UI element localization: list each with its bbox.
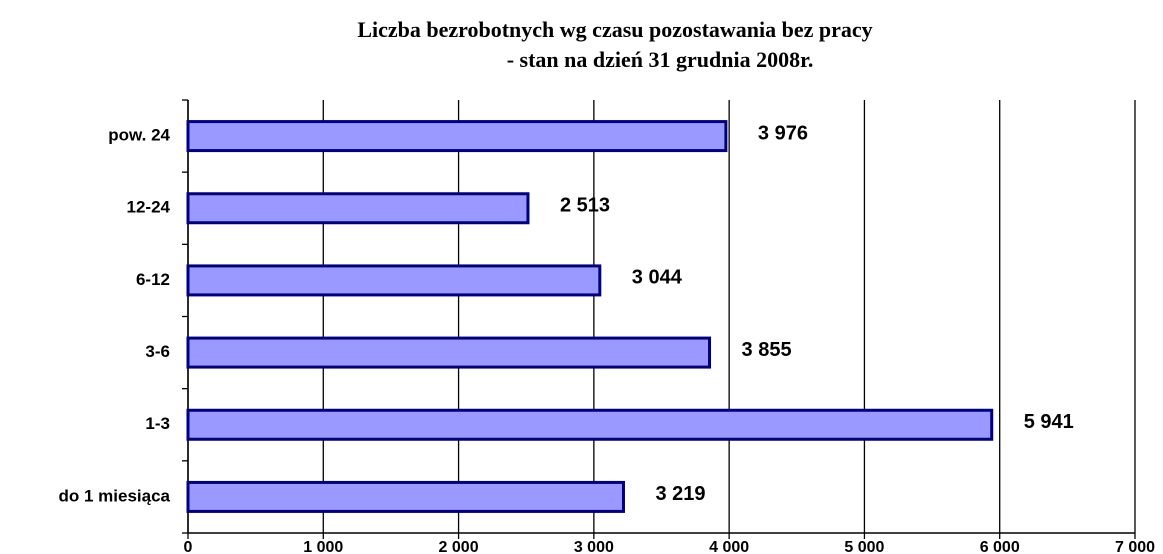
y-tick-label: pow. 24 bbox=[108, 126, 170, 145]
x-tick-label: 7 000 bbox=[1115, 539, 1155, 554]
chart-subtitle: - stan na dzień 31 grudnia 2008r. bbox=[507, 47, 814, 72]
value-label: 3 855 bbox=[742, 339, 792, 361]
value-label: 3 976 bbox=[758, 122, 808, 144]
x-tick-label: 3 000 bbox=[574, 539, 614, 554]
y-tick-label: 1-3 bbox=[145, 414, 170, 433]
x-tick-label: 2 000 bbox=[439, 539, 479, 554]
y-tick-label: do 1 miesiąca bbox=[58, 486, 170, 505]
chart-title: Liczba bezrobotnych wg czasu pozostawani… bbox=[357, 17, 872, 42]
x-tick-label: 0 bbox=[184, 539, 193, 554]
x-tick-label: 5 000 bbox=[844, 539, 884, 554]
bar bbox=[186, 408, 994, 441]
bar bbox=[186, 480, 625, 513]
y-tick-label: 12-24 bbox=[127, 198, 171, 217]
bar bbox=[186, 336, 712, 369]
value-label: 5 941 bbox=[1024, 411, 1074, 433]
value-label: 3 044 bbox=[632, 267, 683, 289]
bar bbox=[186, 264, 602, 297]
bar bbox=[186, 192, 530, 225]
x-tick-label: 6 000 bbox=[980, 539, 1020, 554]
y-tick-label: 3-6 bbox=[145, 342, 170, 361]
value-label: 3 219 bbox=[655, 483, 705, 505]
x-tick-label: 4 000 bbox=[709, 539, 749, 554]
value-label: 2 513 bbox=[560, 195, 610, 217]
bar bbox=[186, 120, 728, 153]
y-tick-label: 6-12 bbox=[136, 270, 170, 289]
x-tick-label: 1 000 bbox=[303, 539, 343, 554]
